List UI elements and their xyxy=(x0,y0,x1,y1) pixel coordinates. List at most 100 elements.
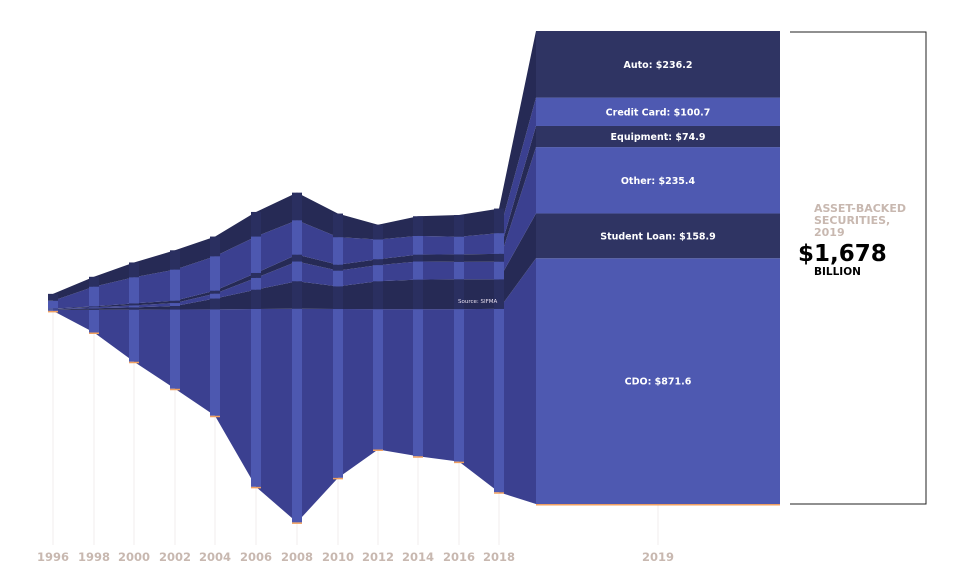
column-2014-credit-card xyxy=(413,235,423,255)
column-2004-student-loan xyxy=(210,298,220,310)
column-base-2010 xyxy=(333,477,343,480)
column-2016-equipment xyxy=(454,254,464,262)
year-columns xyxy=(48,192,504,524)
column-2010-credit-card xyxy=(333,237,343,265)
column-2012-equipment xyxy=(373,259,383,266)
column-base-1996 xyxy=(48,310,58,313)
segment-label-credit-card: Credit Card: $100.7 xyxy=(606,107,711,118)
column-1998-equipment xyxy=(89,306,99,308)
year-label-2014: 2014 xyxy=(402,550,434,564)
summary-total: $1,678 xyxy=(798,241,887,267)
column-2010-cdo xyxy=(333,309,343,478)
source-annotation: Source: SIFMA xyxy=(458,299,498,305)
column-1996-credit-card xyxy=(48,300,58,309)
column-2014-other xyxy=(413,261,423,280)
column-2004-equipment xyxy=(210,290,220,294)
column-2008-other xyxy=(292,261,302,282)
column-2016-credit-card xyxy=(454,236,464,255)
column-1998-cdo xyxy=(89,309,99,333)
column-2000-other xyxy=(129,305,139,308)
column-2000-cdo xyxy=(129,309,139,362)
year-label-2008: 2008 xyxy=(281,550,313,564)
column-2010-other xyxy=(333,270,343,287)
year-label-2006: 2006 xyxy=(240,550,272,564)
column-2012-other xyxy=(373,265,383,282)
column-2014-student-loan xyxy=(413,279,423,310)
column-1998-auto xyxy=(89,276,99,287)
column-2008-cdo xyxy=(292,308,302,523)
column-2004-credit-card xyxy=(210,256,220,291)
column-base-2002 xyxy=(170,388,180,391)
column-2018-student-loan xyxy=(494,279,504,309)
segment-label-other: Other: $235.4 xyxy=(621,176,696,187)
column-2002-credit-card xyxy=(170,269,180,301)
segment-labels: CDO: $871.6 Student Loan: $158.9 Other: $2… xyxy=(600,60,716,388)
column-2000-credit-card xyxy=(129,277,139,304)
column-2012-auto xyxy=(373,224,383,240)
column-2008-equipment xyxy=(292,254,302,262)
year-label-2010: 2010 xyxy=(322,550,354,564)
column-1996-cdo xyxy=(48,309,58,311)
column-2006-auto xyxy=(251,211,261,237)
column-2002-other xyxy=(170,303,180,306)
column-2006-equipment xyxy=(251,272,261,278)
column-2014-cdo xyxy=(413,309,423,457)
column-2004-other xyxy=(210,293,220,299)
column-2002-equipment xyxy=(170,300,180,304)
column-base-2018 xyxy=(494,492,504,494)
column-2002-cdo xyxy=(170,309,180,389)
segment-label-auto: Auto: $236.2 xyxy=(624,60,693,71)
column-base-2008 xyxy=(292,522,302,524)
column-base-2014 xyxy=(413,456,423,458)
column-2018-equipment xyxy=(494,253,504,262)
segment-2019-cdo xyxy=(536,258,780,504)
year-2019-column xyxy=(536,31,780,506)
column-2010-auto xyxy=(333,213,343,238)
column-2016-other xyxy=(454,261,464,280)
year-label-2000: 2000 xyxy=(118,550,150,564)
column-2016-student-loan xyxy=(454,279,464,310)
column-1996-auto xyxy=(48,293,58,301)
column-2006-cdo xyxy=(251,308,261,487)
column-2006-other xyxy=(251,277,261,290)
column-2000-student-loan xyxy=(129,307,139,310)
segment-2019-credit-card xyxy=(536,97,780,126)
column-2012-student-loan xyxy=(373,281,383,310)
column-2016-auto xyxy=(454,215,464,237)
column-base-2004 xyxy=(210,415,220,418)
column-2014-auto xyxy=(413,216,423,236)
segment-label-cdo: CDO: $871.6 xyxy=(625,377,692,388)
column-2018-other xyxy=(494,261,504,280)
segment-label-equipment: Equipment: $74.9 xyxy=(611,132,706,143)
segment-2019-auto xyxy=(536,31,780,98)
year-label-2019: 2019 xyxy=(642,550,674,564)
column-2004-auto xyxy=(210,236,220,257)
column-base-1998 xyxy=(89,332,99,334)
column-2002-auto xyxy=(170,250,180,270)
x-axis-year-labels: 1996 1998 2000 2002 2004 2006 2008 2010 2012 2014… xyxy=(37,550,674,564)
column-2004-cdo xyxy=(210,309,220,416)
column-2008-auto xyxy=(292,192,302,221)
column-2010-equipment xyxy=(333,264,343,271)
column-2000-auto xyxy=(129,262,139,278)
column-2018-cdo xyxy=(494,308,504,493)
column-2012-cdo xyxy=(373,309,383,450)
year-label-2012: 2012 xyxy=(362,550,394,564)
segment-2019-student-loan xyxy=(536,213,780,259)
column-base-2016 xyxy=(454,461,464,464)
column-2012-credit-card xyxy=(373,239,383,260)
column-base-2012 xyxy=(373,449,383,451)
summary-title: ASSET-BACKED SECURITIES, xyxy=(814,202,906,227)
year-label-2004: 2004 xyxy=(199,550,231,564)
column-2008-student-loan xyxy=(292,281,302,309)
column-base-2000 xyxy=(129,361,139,364)
summary-unit: BILLION xyxy=(814,266,861,278)
year-label-1998: 1998 xyxy=(78,550,110,564)
column-1998-student-loan xyxy=(89,308,99,310)
year-label-1996: 1996 xyxy=(37,550,69,564)
column-1996-other xyxy=(48,309,58,310)
segment-2019-equipment xyxy=(536,125,780,148)
column-base-2019 xyxy=(536,504,780,506)
column-2008-credit-card xyxy=(292,220,302,255)
